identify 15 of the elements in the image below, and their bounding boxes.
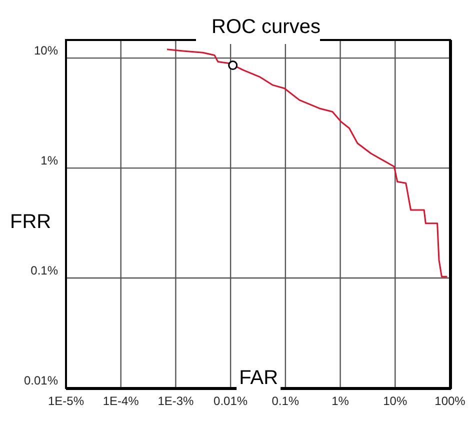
x-tick-label: 1E-5%	[48, 394, 84, 408]
x-tick-label: 1E-3%	[158, 394, 194, 408]
chart-title: ROC curves	[212, 16, 320, 38]
y-tick-label: 0.01%	[24, 373, 58, 388]
y-tick-label: 0.1%	[30, 263, 58, 278]
x-tick-label: 0.01%	[214, 394, 248, 408]
x-tick-label: 0.1%	[272, 394, 300, 408]
y-axis-title: FRR	[10, 211, 52, 233]
y-tick-label: 10%	[34, 43, 58, 58]
x-tick-label: 100%	[434, 394, 466, 408]
x-axis-title: FAR	[239, 367, 278, 389]
x-tick-label: 1E-4%	[102, 394, 140, 408]
x-tick-label: 10%	[383, 394, 408, 408]
y-tick-label: 1%	[40, 153, 58, 168]
x-tick-label: 1%	[332, 394, 350, 408]
